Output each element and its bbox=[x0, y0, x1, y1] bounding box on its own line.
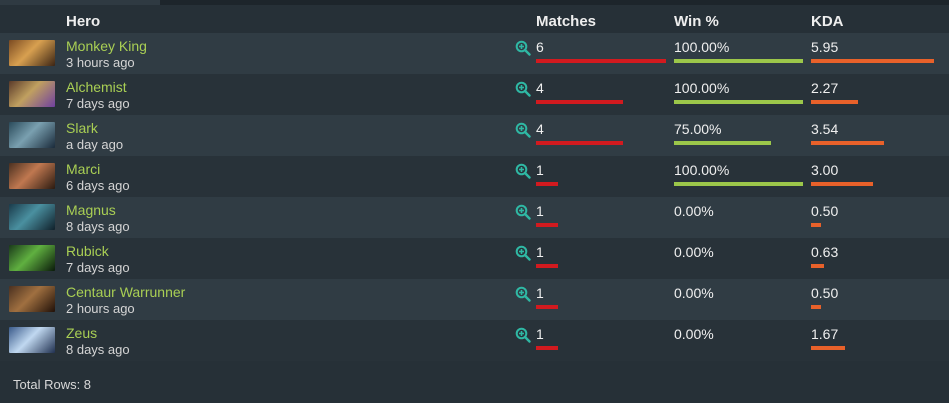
last-played-time: 7 days ago bbox=[66, 96, 130, 111]
matches-value: 1 bbox=[536, 162, 544, 178]
hero-portrait bbox=[9, 163, 55, 189]
zoom-in-icon[interactable] bbox=[515, 245, 531, 261]
kda-value: 2.27 bbox=[811, 80, 839, 96]
matches-bar bbox=[536, 346, 558, 350]
matches-bar bbox=[536, 264, 558, 268]
last-played-time: 7 days ago bbox=[66, 260, 130, 275]
matches-value: 1 bbox=[536, 326, 544, 342]
matches-value: 1 bbox=[536, 203, 544, 219]
table-row: Marci 6 days ago 1 100.00% 3.00 bbox=[0, 156, 949, 197]
matches-value: 6 bbox=[536, 39, 544, 55]
hero-name-link[interactable]: Marci bbox=[66, 161, 101, 177]
winrate-value: 0.00% bbox=[674, 326, 714, 342]
kda-bar bbox=[811, 346, 845, 350]
hero-portrait bbox=[9, 245, 55, 271]
last-played-time: a day ago bbox=[66, 137, 124, 152]
matches-bar bbox=[536, 59, 666, 63]
hero-name-link[interactable]: Zeus bbox=[66, 325, 98, 341]
kda-value: 5.95 bbox=[811, 39, 839, 55]
header-hero[interactable]: Hero bbox=[66, 13, 101, 30]
kda-value: 1.67 bbox=[811, 326, 839, 342]
kda-bar bbox=[811, 141, 884, 145]
kda-bar bbox=[811, 182, 873, 186]
zoom-in-icon[interactable] bbox=[515, 286, 531, 302]
last-played-time: 2 hours ago bbox=[66, 301, 135, 316]
header-kda[interactable]: KDA bbox=[811, 13, 844, 30]
hero-name-link[interactable]: Alchemist bbox=[66, 79, 127, 95]
zoom-in-icon[interactable] bbox=[515, 163, 531, 179]
table-row: Magnus 8 days ago 1 0.00% 0.50 bbox=[0, 197, 949, 238]
hero-name-link[interactable]: Centaur Warrunner bbox=[66, 284, 186, 300]
total-rows: Total Rows: 8 bbox=[13, 377, 92, 392]
last-played-time: 6 days ago bbox=[66, 178, 130, 193]
winrate-value: 75.00% bbox=[674, 121, 722, 137]
hero-name-link[interactable]: Monkey King bbox=[66, 38, 147, 54]
hero-portrait bbox=[9, 286, 55, 312]
matches-bar bbox=[536, 141, 623, 145]
table-row: Slark a day ago 4 75.00% 3.54 bbox=[0, 115, 949, 156]
matches-value: 1 bbox=[536, 285, 544, 301]
hero-name-link[interactable]: Magnus bbox=[66, 202, 116, 218]
table-row: Monkey King 3 hours ago 6 100.00% 5.95 bbox=[0, 33, 949, 74]
kda-value: 0.50 bbox=[811, 285, 839, 301]
winrate-bar bbox=[674, 182, 803, 186]
matches-bar bbox=[536, 223, 558, 227]
matches-value: 4 bbox=[536, 80, 544, 96]
matches-bar bbox=[536, 305, 558, 309]
matches-value: 1 bbox=[536, 244, 544, 260]
zoom-in-icon[interactable] bbox=[515, 204, 531, 220]
matches-bar bbox=[536, 100, 623, 104]
last-played-time: 8 days ago bbox=[66, 342, 130, 357]
kda-value: 3.00 bbox=[811, 162, 839, 178]
kda-value: 3.54 bbox=[811, 121, 839, 137]
hero-portrait bbox=[9, 204, 55, 230]
zoom-in-icon[interactable] bbox=[515, 40, 531, 56]
table-row: Rubick 7 days ago 1 0.00% 0.63 bbox=[0, 238, 949, 279]
winrate-value: 100.00% bbox=[674, 39, 730, 55]
heroes-table: Hero Matches Win % KDA Monkey King 3 hou… bbox=[0, 5, 949, 361]
hero-portrait bbox=[9, 327, 55, 353]
hero-portrait bbox=[9, 40, 55, 66]
winrate-value: 0.00% bbox=[674, 285, 714, 301]
last-played-time: 8 days ago bbox=[66, 219, 130, 234]
kda-bar bbox=[811, 59, 934, 63]
winrate-value: 0.00% bbox=[674, 244, 714, 260]
winrate-bar bbox=[674, 59, 803, 63]
zoom-in-icon[interactable] bbox=[515, 122, 531, 138]
kda-value: 0.63 bbox=[811, 244, 839, 260]
zoom-in-icon[interactable] bbox=[515, 81, 531, 97]
winrate-value: 0.00% bbox=[674, 203, 714, 219]
table-row: Alchemist 7 days ago 4 100.00% 2.27 bbox=[0, 74, 949, 115]
kda-bar bbox=[811, 305, 821, 309]
table-header: Hero Matches Win % KDA bbox=[0, 5, 949, 33]
hero-name-link[interactable]: Rubick bbox=[66, 243, 109, 259]
tab-strip-segment bbox=[0, 0, 160, 5]
hero-portrait bbox=[9, 122, 55, 148]
kda-bar bbox=[811, 264, 824, 268]
winrate-value: 100.00% bbox=[674, 162, 730, 178]
kda-bar bbox=[811, 100, 858, 104]
table-row: Zeus 8 days ago 1 0.00% 1.67 bbox=[0, 320, 949, 361]
table-row: Centaur Warrunner 2 hours ago 1 0.00% 0.… bbox=[0, 279, 949, 320]
matches-value: 4 bbox=[536, 121, 544, 137]
matches-bar bbox=[536, 182, 558, 186]
header-winrate[interactable]: Win % bbox=[674, 13, 719, 30]
table-body: Monkey King 3 hours ago 6 100.00% 5.95 A… bbox=[0, 33, 949, 361]
kda-value: 0.50 bbox=[811, 203, 839, 219]
hero-portrait bbox=[9, 81, 55, 107]
hero-name-link[interactable]: Slark bbox=[66, 120, 98, 136]
winrate-bar bbox=[674, 100, 803, 104]
last-played-time: 3 hours ago bbox=[66, 55, 135, 70]
winrate-value: 100.00% bbox=[674, 80, 730, 96]
tab-strip bbox=[0, 0, 949, 5]
kda-bar bbox=[811, 223, 821, 227]
header-matches[interactable]: Matches bbox=[536, 13, 597, 30]
winrate-bar bbox=[674, 141, 771, 145]
zoom-in-icon[interactable] bbox=[515, 327, 531, 343]
